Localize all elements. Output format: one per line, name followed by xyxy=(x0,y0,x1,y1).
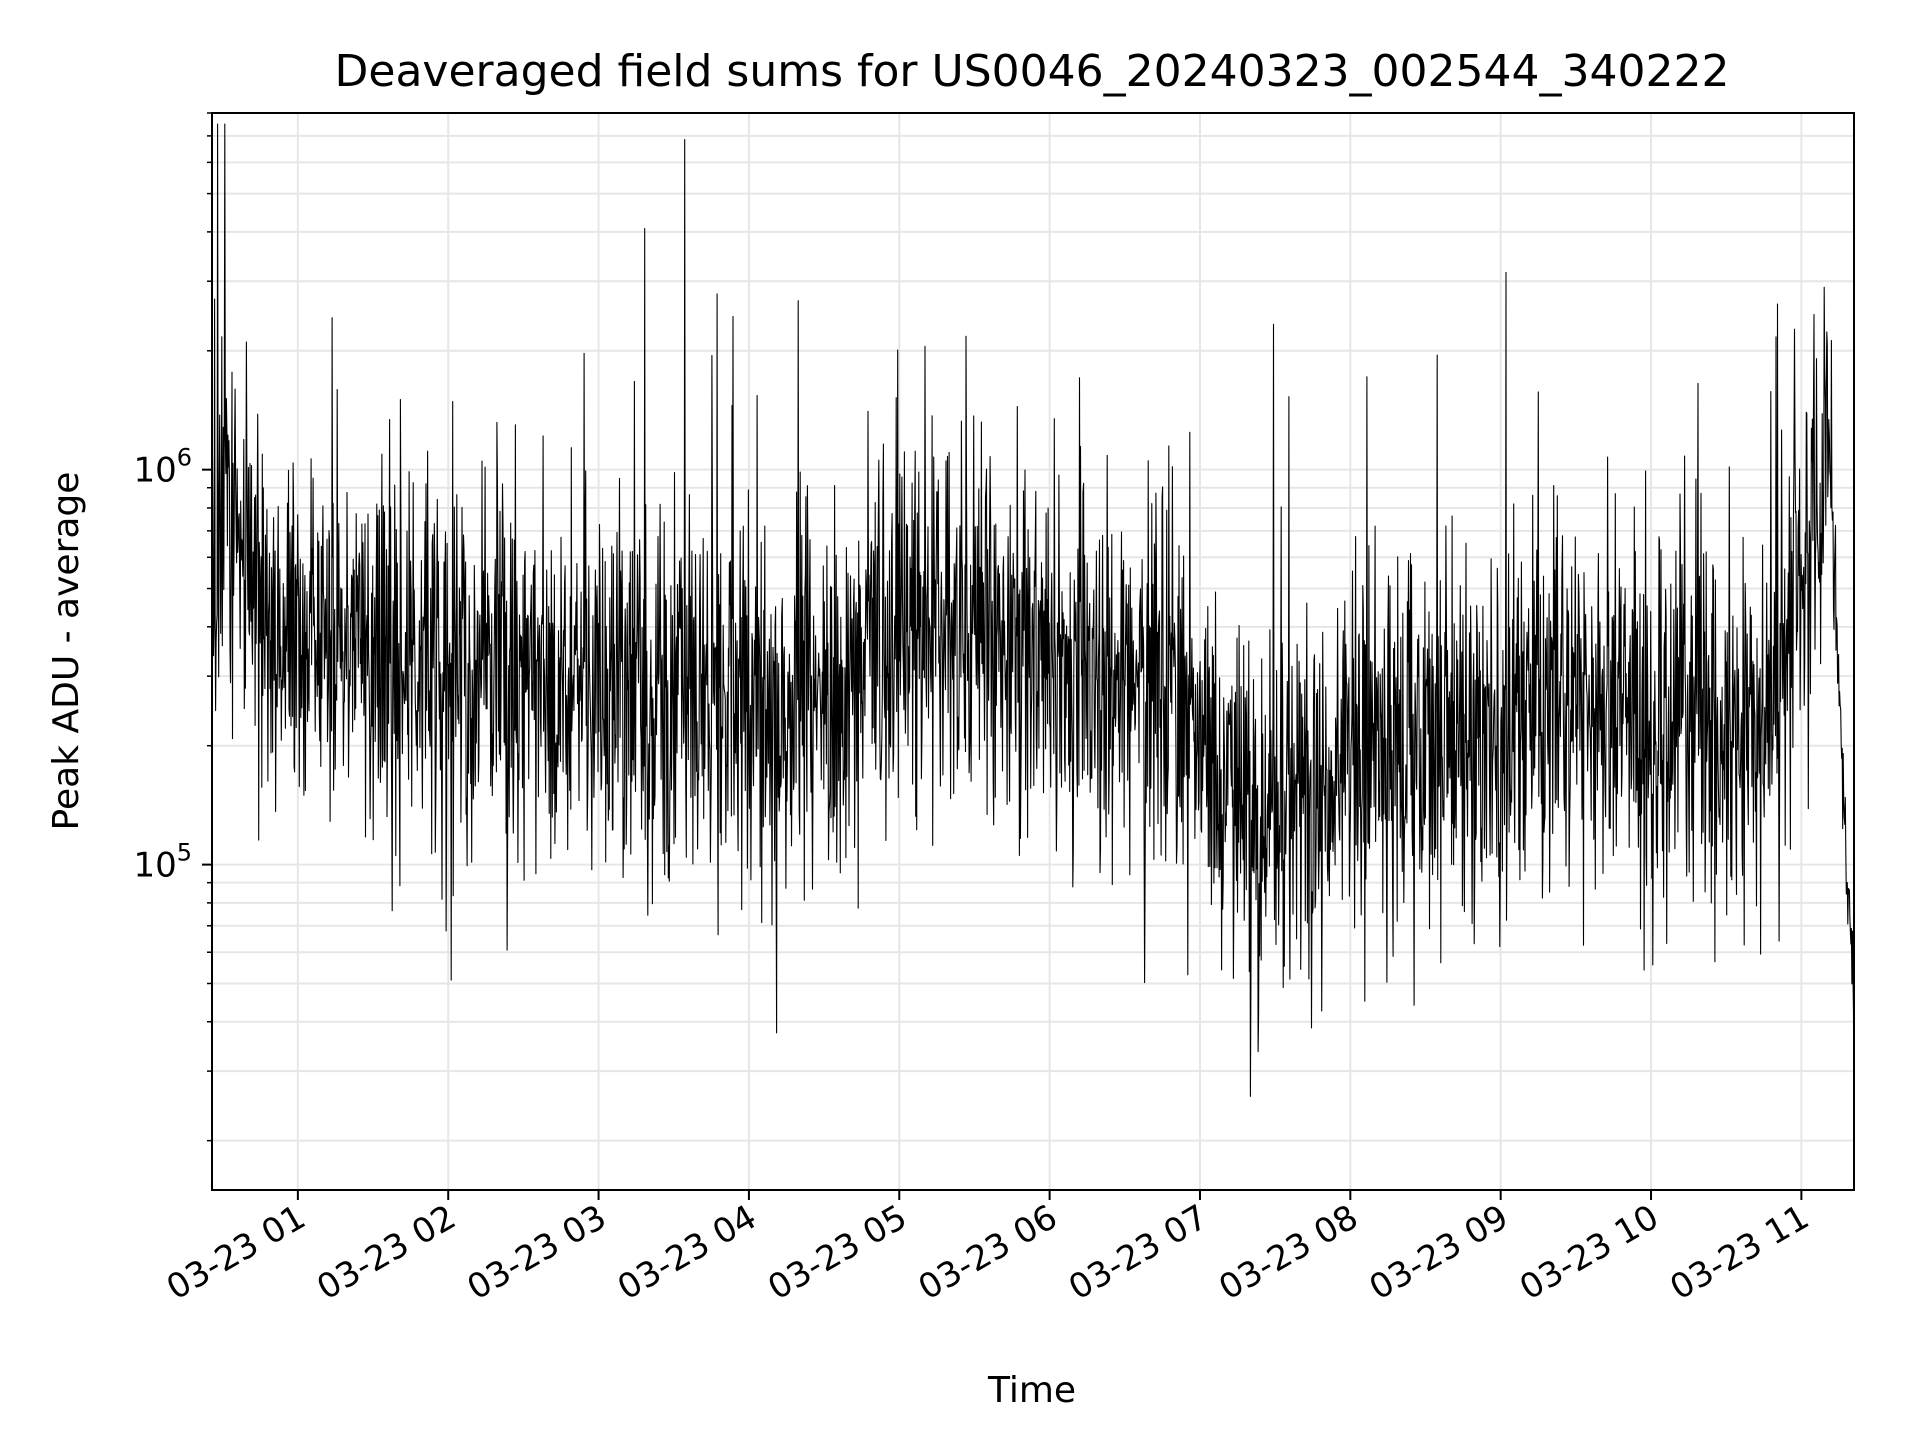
y-axis-title: Peak ADU - average xyxy=(46,472,87,831)
x-tick-label: 03-23 02 xyxy=(310,1197,462,1308)
x-tick-label: 03-23 06 xyxy=(912,1197,1064,1308)
x-tick-label: 03-23 09 xyxy=(1363,1197,1515,1308)
x-axis-title: Time xyxy=(987,1370,1076,1411)
x-tick-label: 03-23 10 xyxy=(1513,1197,1665,1308)
x-tick-label: 03-23 04 xyxy=(611,1197,763,1308)
x-tick-label: 03-23 01 xyxy=(160,1197,312,1308)
x-tick-label: 03-23 03 xyxy=(461,1197,613,1308)
grid xyxy=(212,112,1854,1190)
x-tick-label: 03-23 07 xyxy=(1062,1197,1214,1308)
series-layer xyxy=(211,123,1855,1169)
chart-title: Deaveraged field sums for US0046_2024032… xyxy=(335,46,1730,97)
plot-frame xyxy=(211,112,1855,1191)
x-tick-label: 03-23 05 xyxy=(761,1197,913,1308)
x-tick-label: 03-23 08 xyxy=(1212,1197,1364,1308)
y-axis: 105 106 xyxy=(133,112,212,1142)
x-tick-label: 03-23 11 xyxy=(1663,1197,1815,1308)
series-line xyxy=(211,123,1855,1169)
y-tick-label: 106 xyxy=(133,444,192,491)
y-tick-label: 105 xyxy=(133,839,192,886)
